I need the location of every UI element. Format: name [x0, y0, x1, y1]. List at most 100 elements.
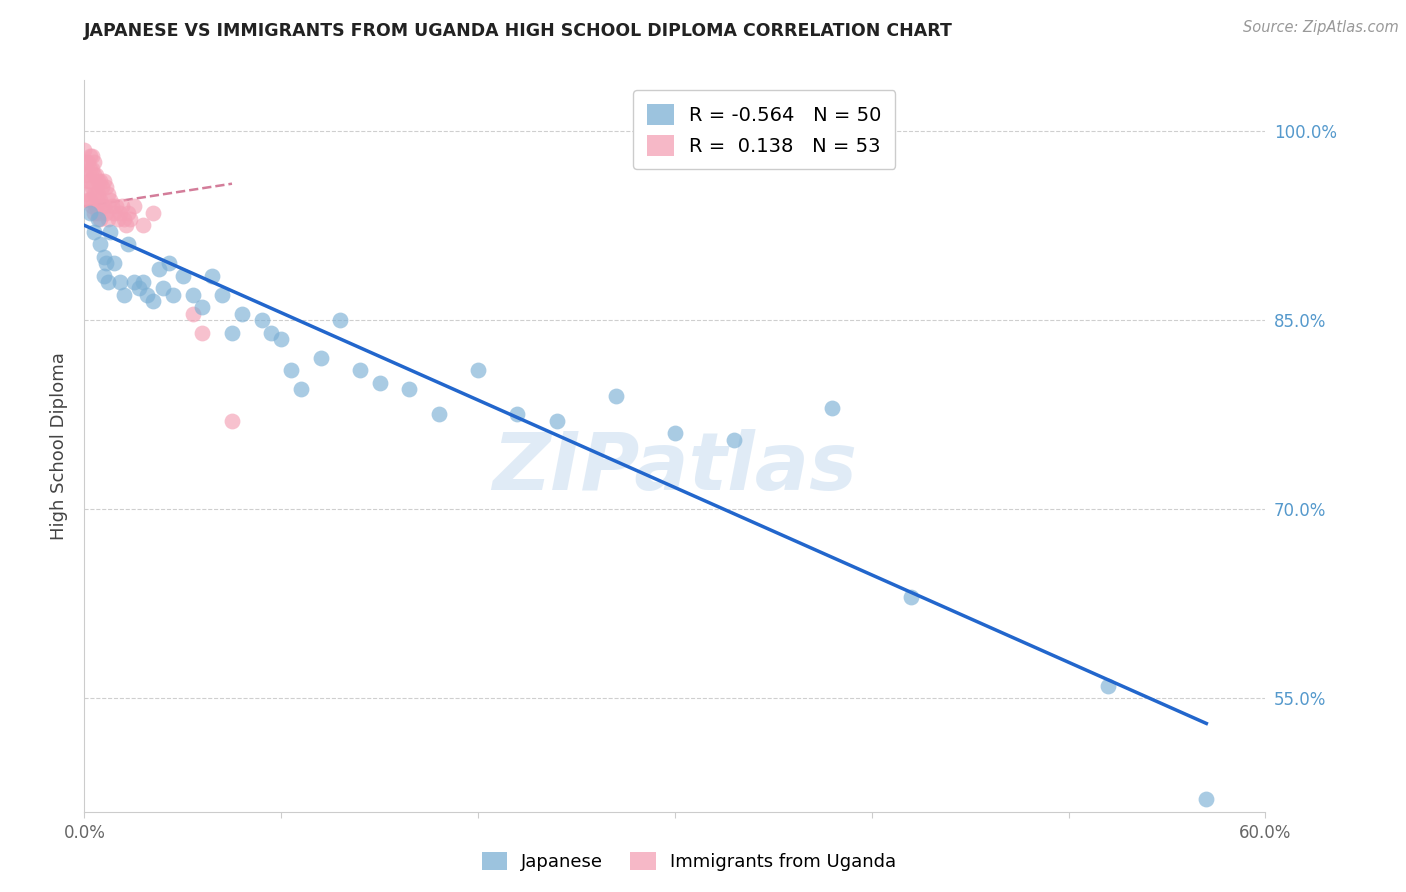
Point [112, 287, 135, 301]
Point [93, 268, 115, 283]
Point [97, 212, 120, 227]
Point [91, 199, 114, 213]
Point [221, 326, 243, 340]
Point [280, 363, 302, 377]
Point [128, 281, 150, 295]
Point [84, 199, 107, 213]
Point [93, 199, 115, 213]
Point [98, 193, 121, 207]
Point [191, 326, 214, 340]
Point [1097, 679, 1119, 693]
Point [84, 168, 107, 182]
Point [132, 219, 155, 233]
Point [87, 174, 110, 188]
Point [398, 382, 420, 396]
Point [221, 414, 243, 428]
Point [77, 193, 100, 207]
Point [723, 433, 745, 447]
Point [77, 174, 100, 188]
Point [79, 161, 101, 176]
Point [97, 275, 120, 289]
Legend: Japanese, Immigrants from Uganda: Japanese, Immigrants from Uganda [474, 845, 904, 879]
Point [91, 180, 114, 194]
Point [117, 205, 139, 219]
Point [82, 199, 104, 213]
Point [107, 212, 129, 227]
Point [309, 351, 332, 365]
Point [142, 293, 165, 308]
Legend: R = -0.564   N = 50, R =  0.138   N = 53: R = -0.564 N = 50, R = 0.138 N = 53 [633, 90, 896, 169]
Point [427, 408, 450, 422]
Point [349, 363, 371, 377]
Point [103, 205, 125, 219]
Point [122, 199, 145, 213]
Point [467, 363, 489, 377]
Point [83, 225, 105, 239]
Point [93, 250, 115, 264]
Point [82, 180, 104, 194]
Point [108, 205, 131, 219]
Point [75, 168, 97, 182]
Point [94, 205, 117, 219]
Point [89, 212, 111, 227]
Point [132, 275, 155, 289]
Point [111, 199, 134, 213]
Point [546, 414, 568, 428]
Point [77, 155, 100, 169]
Point [136, 287, 159, 301]
Point [79, 174, 101, 188]
Point [82, 161, 104, 176]
Point [87, 186, 110, 201]
Point [94, 180, 117, 194]
Point [79, 193, 101, 207]
Point [270, 332, 292, 346]
Point [172, 268, 194, 283]
Point [89, 237, 111, 252]
Point [211, 287, 233, 301]
Point [103, 256, 125, 270]
Point [900, 591, 922, 605]
Point [157, 256, 180, 270]
Point [75, 186, 97, 201]
Point [98, 225, 121, 239]
Text: JAPANESE VS IMMIGRANTS FROM UGANDA HIGH SCHOOL DIPLOMA CORRELATION CHART: JAPANESE VS IMMIGRANTS FROM UGANDA HIGH … [84, 22, 953, 40]
Point [201, 268, 224, 283]
Point [75, 155, 97, 169]
Point [79, 149, 101, 163]
Point [87, 205, 110, 219]
Point [114, 219, 136, 233]
Point [79, 205, 101, 219]
Text: Source: ZipAtlas.com: Source: ZipAtlas.com [1243, 20, 1399, 35]
Point [142, 205, 165, 219]
Point [181, 307, 204, 321]
Point [108, 275, 131, 289]
Point [94, 256, 117, 270]
Point [664, 426, 686, 441]
Point [73, 143, 96, 157]
Point [101, 199, 124, 213]
Point [122, 275, 145, 289]
Point [117, 237, 139, 252]
Point [83, 168, 105, 182]
Y-axis label: High School Diploma: High School Diploma [51, 352, 69, 540]
Point [97, 186, 120, 201]
Point [368, 376, 391, 390]
Point [506, 408, 529, 422]
Point [83, 205, 105, 219]
Point [89, 174, 111, 188]
Point [148, 262, 170, 277]
Point [118, 212, 141, 227]
Point [104, 199, 127, 213]
Point [84, 186, 107, 201]
Point [162, 287, 184, 301]
Point [605, 388, 627, 402]
Point [82, 149, 104, 163]
Point [181, 287, 204, 301]
Point [112, 212, 135, 227]
Point [329, 313, 352, 327]
Point [83, 155, 105, 169]
Point [87, 212, 110, 227]
Point [250, 313, 273, 327]
Point [89, 193, 111, 207]
Point [1195, 792, 1218, 806]
